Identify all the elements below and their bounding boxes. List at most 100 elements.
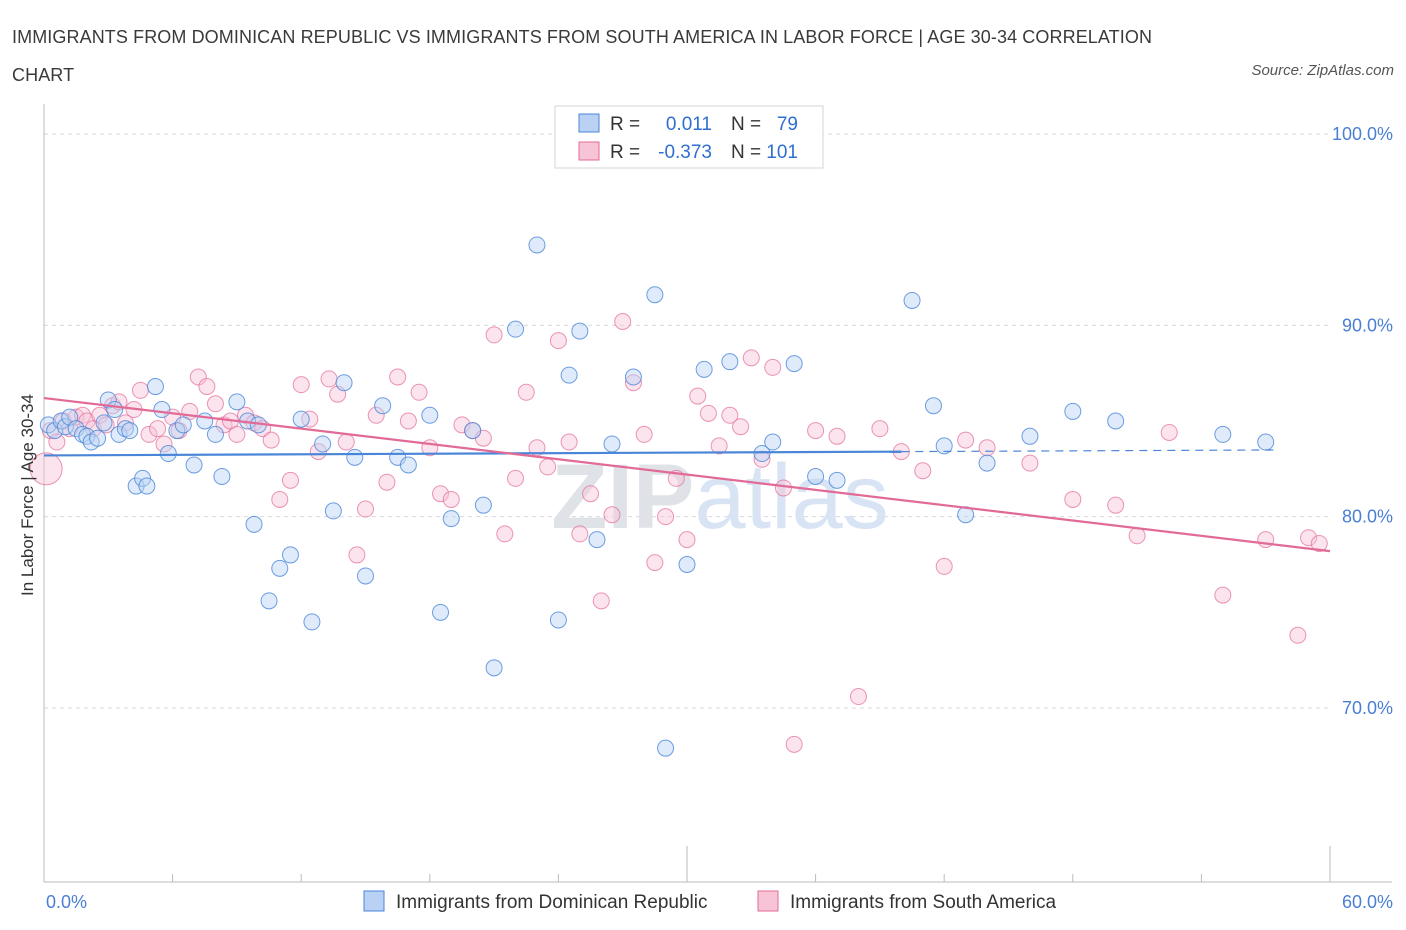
y-tick-label-0: 100.0%	[1332, 124, 1393, 144]
trend-lines	[43, 396, 1331, 553]
south-america-point	[198, 378, 216, 396]
dominican-point	[168, 422, 186, 440]
legend-r-value-1: 0.011	[666, 114, 712, 135]
dominican-point	[1107, 412, 1125, 430]
dominican-point	[903, 291, 921, 309]
dominican-point	[646, 286, 664, 304]
south-america-point	[732, 418, 750, 436]
dominican-point	[507, 320, 525, 338]
dominican-point	[1257, 433, 1275, 451]
dominican-point	[1021, 427, 1039, 445]
south-america-point	[646, 554, 664, 572]
dominican-point	[153, 401, 171, 419]
dominican-point	[110, 425, 128, 443]
south-america-point	[721, 406, 739, 424]
south-america-point	[91, 406, 109, 424]
south-america-point	[764, 358, 782, 376]
dominican-point	[324, 502, 342, 520]
dominican-point	[357, 567, 374, 585]
y-tick-labels: 100.0% 90.0% 80.0% 70.0%	[1332, 124, 1393, 718]
south-america-point	[603, 506, 621, 524]
south-america-point	[378, 473, 396, 491]
south-america-point	[1128, 527, 1146, 545]
south-america-point	[1214, 586, 1232, 604]
south-america-point	[560, 433, 578, 451]
dominican-point	[624, 368, 642, 386]
south-america-point	[699, 404, 717, 422]
south-america-point	[1107, 496, 1125, 514]
dominican-point	[464, 422, 482, 440]
south-america-point	[97, 416, 115, 434]
south-america-point	[1289, 626, 1307, 644]
dominican-point	[828, 471, 846, 489]
south-america-point	[1310, 534, 1328, 552]
dominican-point	[46, 422, 64, 440]
south-america-point	[442, 490, 460, 508]
south-america-point	[348, 546, 366, 564]
bottom-legend-label-1: Immigrants from Dominican Republic	[396, 892, 708, 913]
south-america-point	[281, 471, 299, 489]
dominican-point	[1214, 425, 1232, 443]
dominican-point	[134, 469, 152, 487]
legend-n-label-2: N =	[731, 142, 761, 163]
dominican-trend-line	[43, 450, 902, 457]
south-america-point	[140, 425, 158, 443]
south-america-point	[357, 500, 374, 518]
dominican-point	[314, 435, 332, 453]
dominican-point	[474, 496, 492, 514]
south-america-point	[849, 688, 867, 706]
watermark: ZIPatlas	[551, 446, 888, 548]
south-america-point	[262, 431, 280, 449]
axes	[43, 104, 1392, 883]
dominican-point	[721, 353, 739, 371]
south-america-points	[29, 313, 1328, 753]
y-tick-label-2: 80.0%	[1342, 507, 1393, 527]
legend-r-value-2: -0.373	[658, 142, 712, 163]
dominican-point	[678, 556, 696, 573]
south-america-point	[914, 462, 932, 480]
south-america-point	[1300, 529, 1318, 547]
dominican-point	[39, 416, 57, 434]
south-america-point	[496, 525, 514, 543]
dominican-point	[432, 603, 450, 621]
south-america-point	[485, 326, 503, 344]
south-america-point	[582, 485, 600, 503]
south-america-point	[1160, 423, 1178, 441]
dominican-point	[228, 393, 246, 411]
south-america-point	[614, 313, 632, 331]
south-america-point	[337, 433, 355, 451]
bottom-legend-swatch-blue	[363, 890, 385, 912]
dominican-point	[89, 429, 107, 447]
chart-title: IMMIGRANTS FROM DOMINICAN REPUBLIC VS IM…	[12, 27, 1153, 85]
x-tick-label-1: 60.0%	[1342, 892, 1393, 912]
dominican-points	[39, 236, 1275, 757]
south-america-point	[1064, 490, 1082, 508]
dominican-point	[442, 510, 460, 528]
watermark-atlas: atlas	[694, 446, 888, 548]
dominican-point	[159, 445, 177, 463]
south-america-point	[624, 374, 642, 392]
south-america-point	[131, 381, 149, 399]
south-america-point	[807, 422, 825, 440]
dominican-point	[695, 360, 713, 378]
legend-r-label-2: R =	[610, 142, 640, 163]
south-america-point	[678, 531, 696, 549]
dominican-point	[528, 236, 546, 254]
south-america-point	[828, 427, 846, 445]
dominican-point	[571, 322, 589, 340]
dominican-point	[95, 414, 113, 432]
dominican-point	[924, 397, 942, 415]
dominican-point	[206, 425, 224, 443]
y-tick-label-1: 90.0%	[1342, 315, 1393, 335]
dominican-point	[146, 378, 164, 396]
x-tick-labels: 0.0% 60.0%	[46, 892, 1393, 912]
legend-n-value-2: 101	[766, 142, 798, 163]
dominican-point	[260, 592, 278, 610]
series-legend: Immigrants from Dominican Republic Immig…	[363, 890, 1057, 913]
south-america-point	[410, 383, 428, 401]
dominican-point	[99, 391, 117, 409]
dominican-point	[603, 435, 621, 453]
dominican-point	[753, 445, 771, 463]
dominican-point	[174, 416, 192, 434]
dominican-point	[549, 611, 567, 629]
